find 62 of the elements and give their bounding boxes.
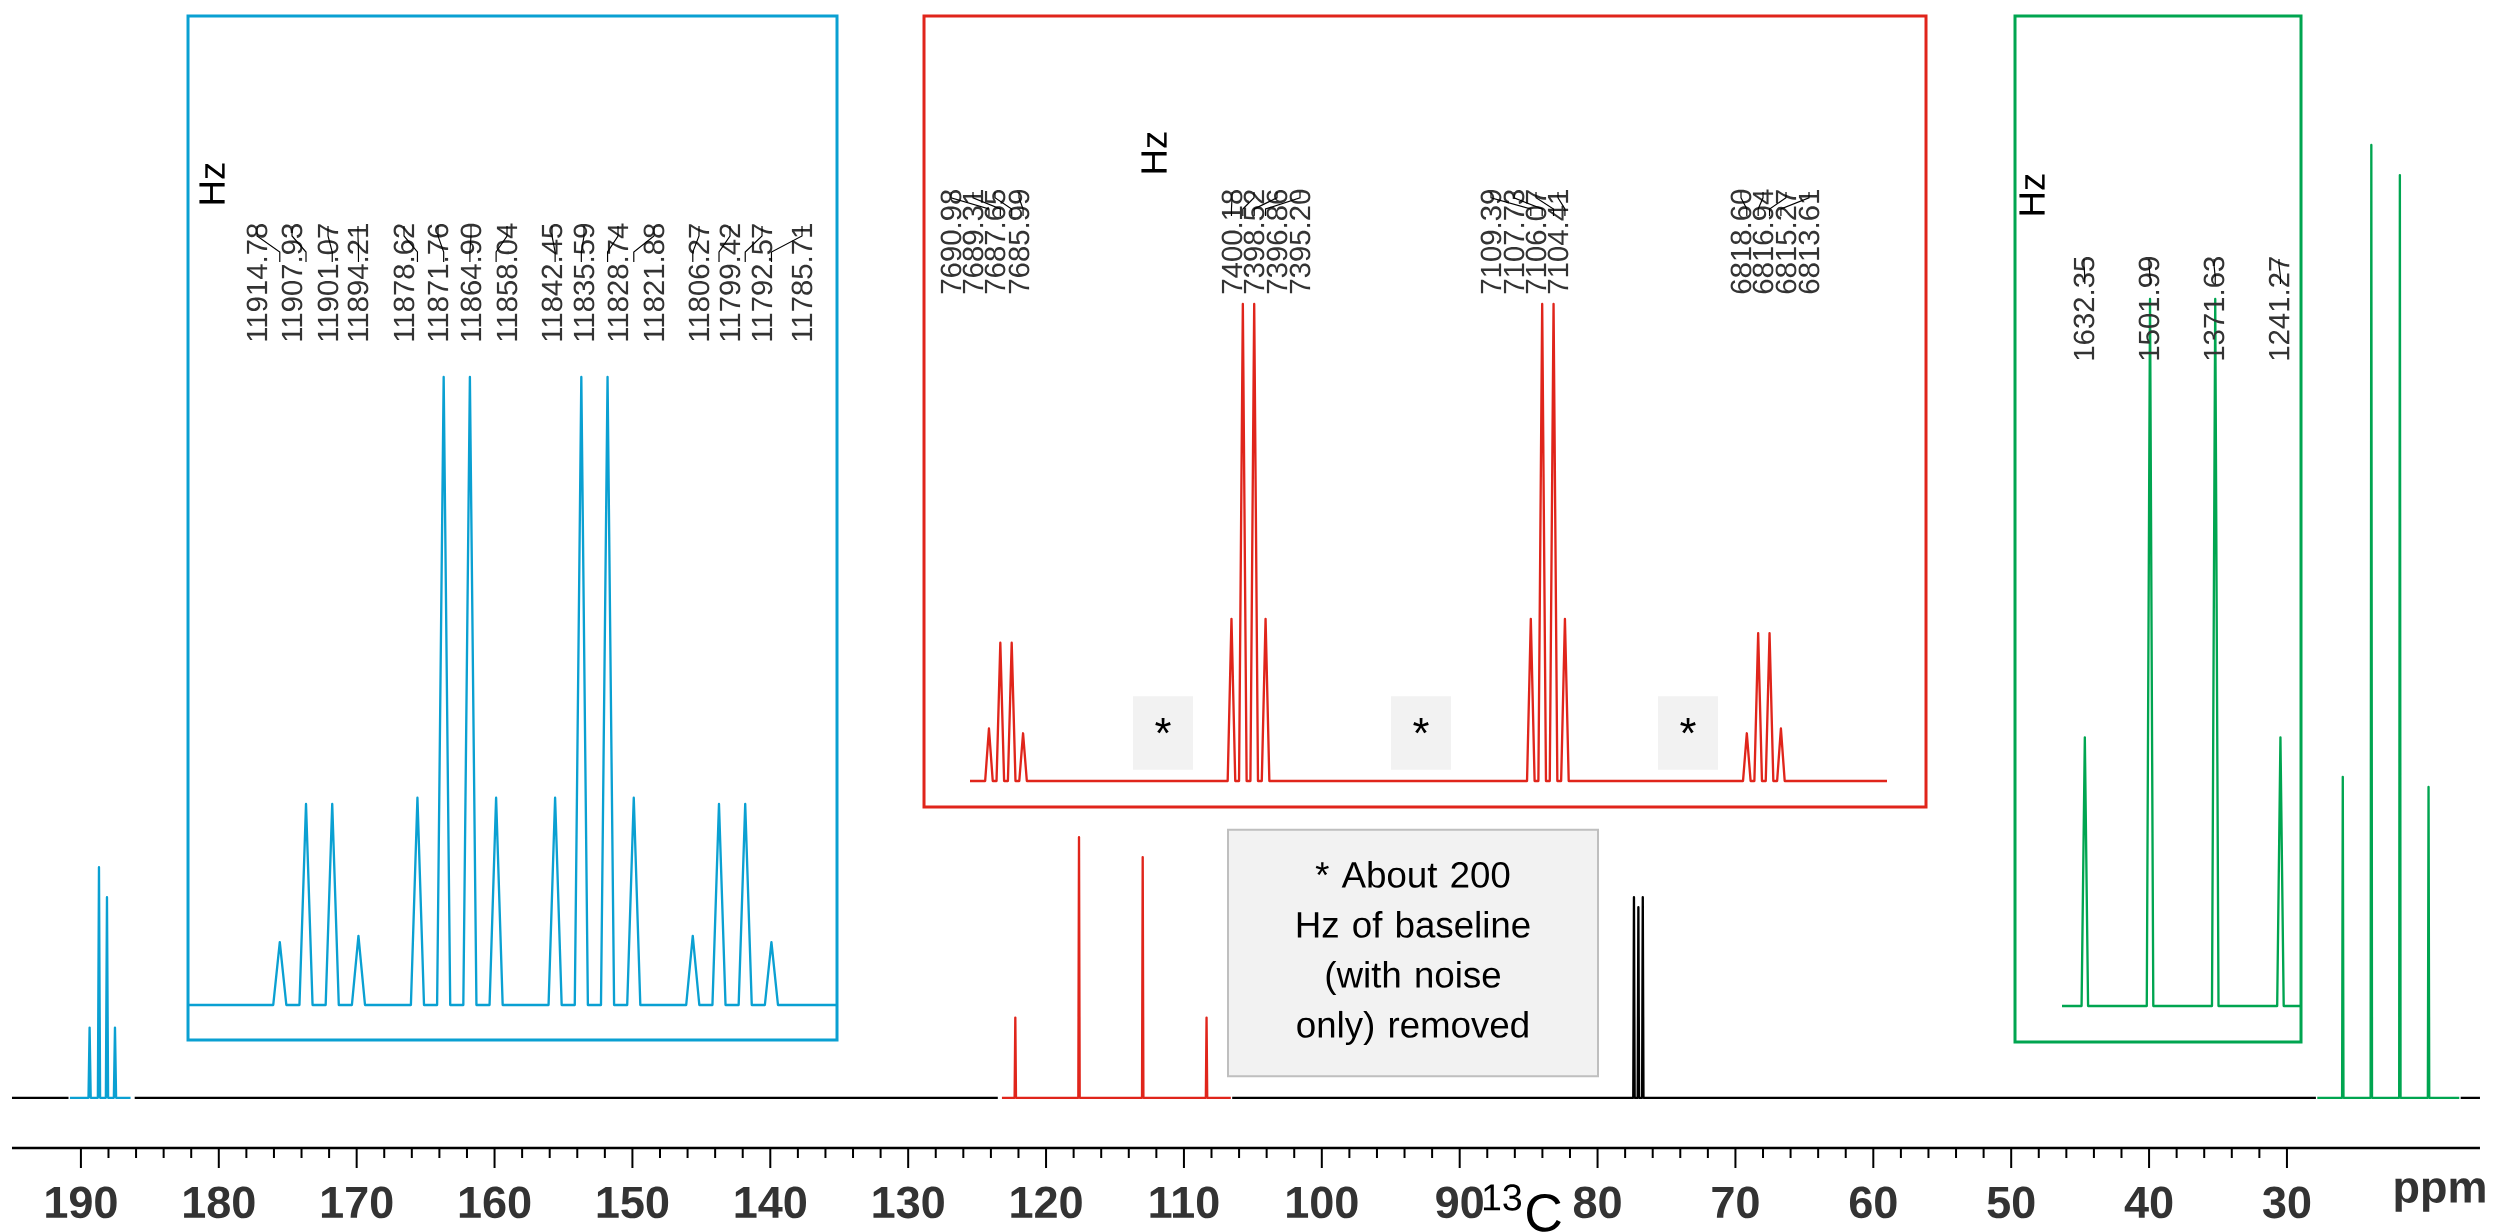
annotation: 7685.99 [1008,190,1030,294]
x-tick-label: 30 [2262,1186,2311,1219]
annotation: 7106.07 [1525,190,1547,294]
annotation: 1371.63 [2203,257,2225,360]
annotation: 6818.60 [1730,189,1752,294]
annotation: 11785.71 [791,224,813,341]
x-tick-label: 100 [1287,1186,1358,1219]
annotation: 11914.78 [246,223,268,341]
annotation: 11821.88 [643,223,665,341]
annotation: 7396.86 [1266,189,1288,294]
annotation: 11878.62 [393,224,415,341]
annotation: 11792.57 [751,224,773,341]
annotation: 11907.93 [281,223,303,341]
annotation: * About 200 Hz of baseline (with noise only) removed [1297,860,1530,1046]
annotation: * [1155,718,1171,734]
annotation: 11864.90 [460,223,482,341]
annotation: 7107.73 [1503,189,1525,294]
annotation: 7109.39 [1480,190,1502,294]
annotation: 11806.27 [688,224,710,341]
x-tick-label: 180 [184,1186,255,1219]
annotation: 11871.76 [427,223,449,341]
annotation: 11901.07 [317,224,339,341]
x-tick-label: 140 [735,1186,807,1219]
x-axis-title: ppm [2395,1178,2485,1212]
annotation: 1241.27 [2268,257,2290,360]
x-tick-label: 110 [1150,1186,1219,1219]
annotation: Hz [199,163,225,204]
annotation: 7398.52 [1243,190,1265,294]
annotation: * [1413,718,1429,734]
annotation: 11842.45 [541,223,563,341]
annotation: 6815.27 [1775,190,1797,294]
x-tick-label: 150 [597,1186,669,1219]
x-tick-label: 70 [1712,1186,1759,1219]
x-tick-label: 60 [1849,1186,1897,1219]
annotation: 11799.42 [719,224,741,341]
x-tick-label: 160 [459,1186,531,1219]
annotation: 6813.61 [1798,190,1820,294]
annotation: 1501.99 [2138,257,2160,360]
annotation: 7687.65 [984,189,1006,294]
annotation: 7689.31 [962,190,984,294]
annotation: 7395.20 [1289,189,1311,294]
annotation: 7104.41 [1547,190,1569,294]
annotation: 11894.21 [347,224,369,341]
annotation: 11858.04 [496,223,518,341]
x-tick-label: 120 [1011,1186,1082,1219]
annotation: 11835.59 [573,224,595,341]
annotation: * [1680,718,1696,734]
annotation: 1632.35 [2073,256,2095,360]
x-tick-label: 50 [1987,1186,2035,1219]
annotation: Hz [2019,174,2045,215]
annotation: 6816.94 [1752,189,1774,294]
x-tick-label: 80 [1573,1186,1621,1219]
annotation: 7400.18 [1221,189,1243,294]
x-tick-label: 130 [873,1186,944,1219]
x-tick-label: 170 [321,1186,393,1219]
text: $^{13}$C [1483,1184,1561,1232]
x-tick-label: 90 [1436,1186,1483,1219]
annotation: Hz [1141,132,1167,173]
x-tick-label: 190 [46,1186,117,1219]
annotation: 11828.74 [607,223,629,341]
annotation: 7690.98 [940,189,962,294]
x-tick-label: 40 [2124,1186,2173,1219]
